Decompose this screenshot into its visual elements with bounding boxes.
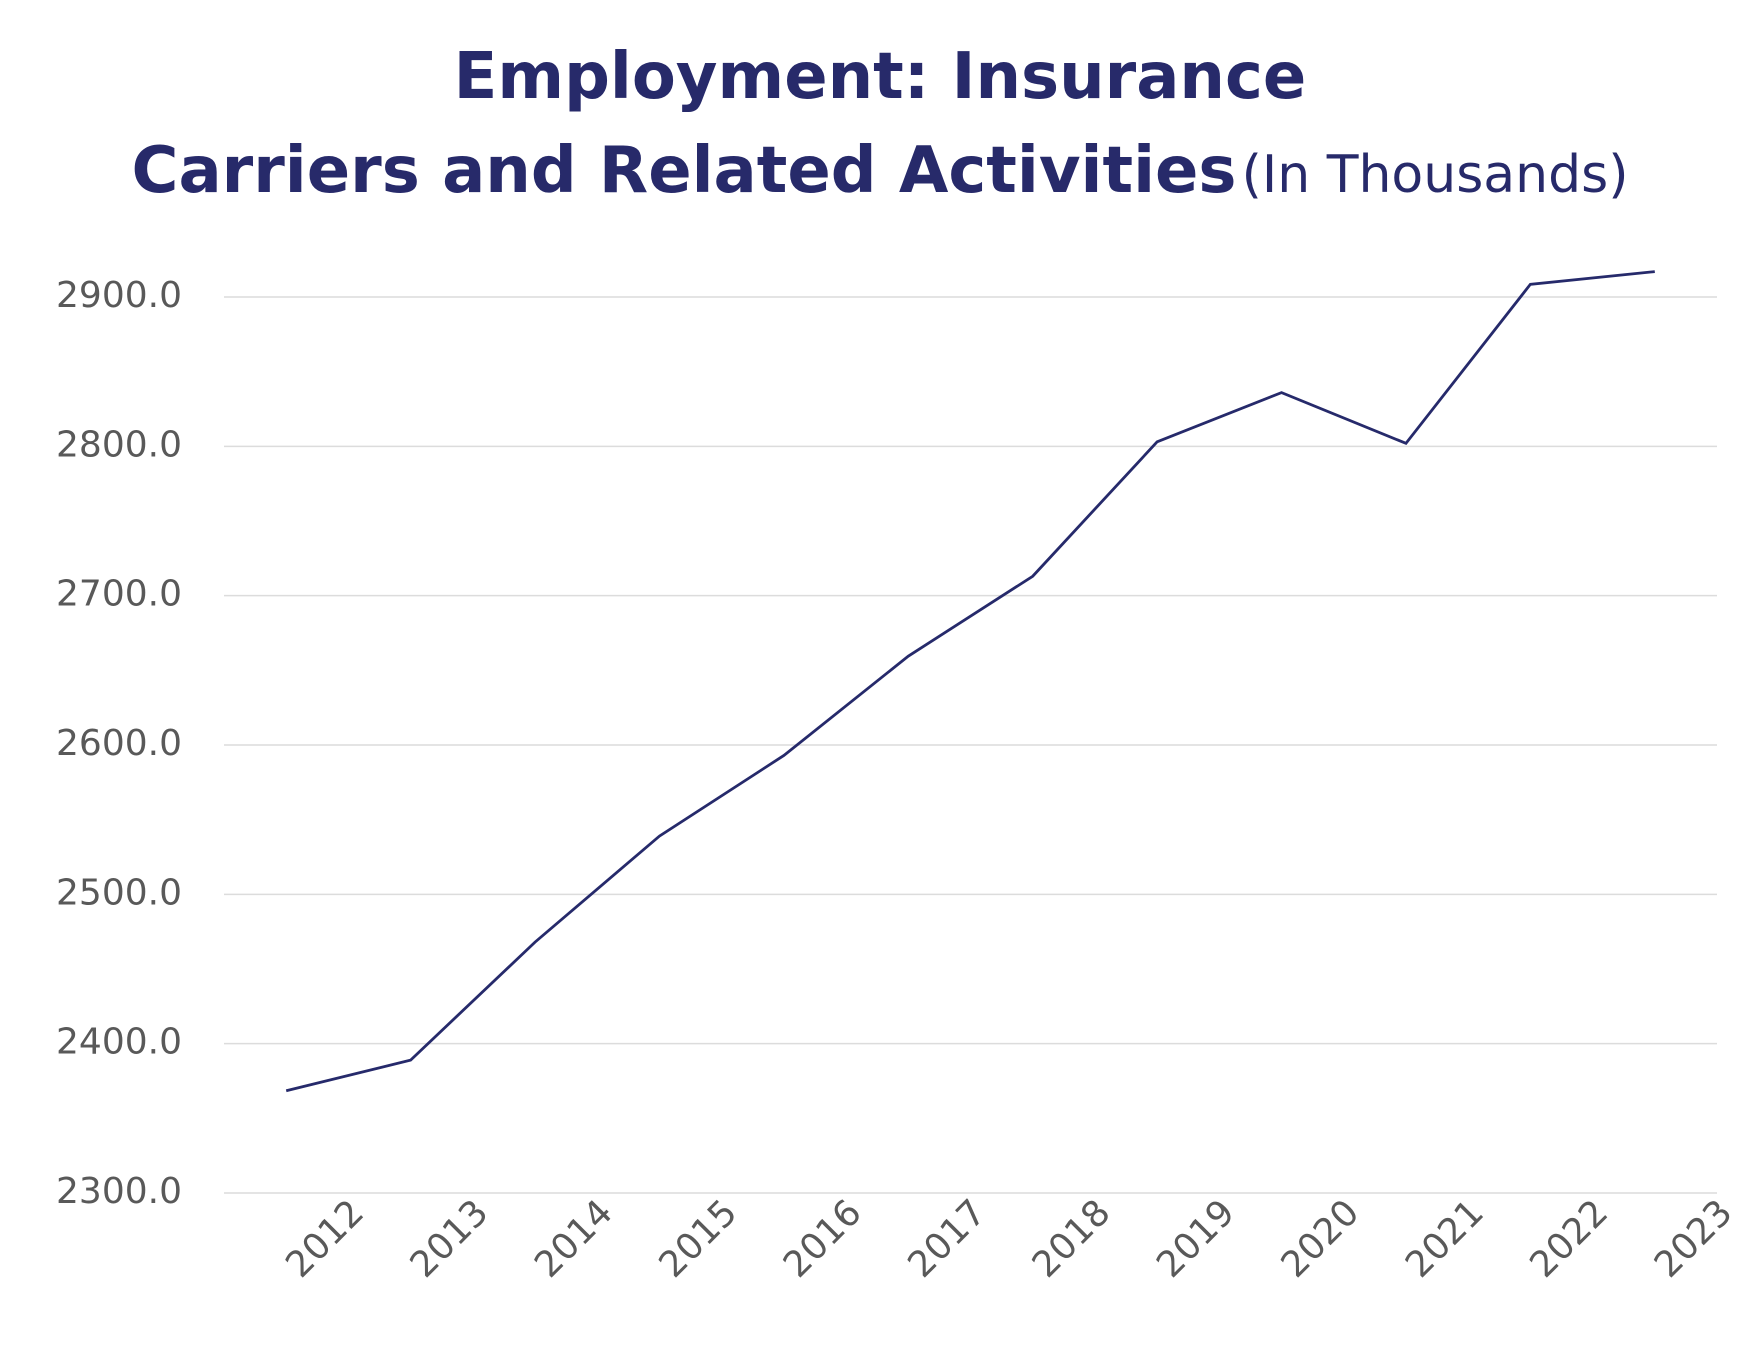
x-tick-label: 2013	[403, 1192, 497, 1286]
x-tick-label: 2019	[1149, 1192, 1243, 1286]
chart-title: Employment: Insurance Carriers and Relat…	[131, 40, 1307, 208]
x-tick-label: 2016	[776, 1192, 870, 1286]
y-tick-label: 2400.0	[56, 1022, 182, 1063]
x-tick-label: 2018	[1025, 1192, 1119, 1286]
x-tick-label: 2020	[1274, 1192, 1368, 1286]
x-tick-label: 2021	[1398, 1192, 1492, 1286]
y-tick-label: 2600.0	[56, 723, 182, 764]
chart-subtitle: (In Thousands)	[1241, 145, 1629, 205]
chart-title-block: Employment: Insurance Carriers and Relat…	[0, 38, 1760, 226]
x-tick-label: 2023	[1647, 1192, 1741, 1286]
x-tick-label: 2015	[652, 1192, 746, 1286]
x-tick-label: 2014	[527, 1192, 621, 1286]
y-tick-label: 2700.0	[56, 574, 182, 615]
y-tick-label: 2800.0	[56, 424, 182, 465]
y-tick-label: 2500.0	[56, 872, 182, 913]
x-tick-label: 2017	[900, 1192, 994, 1286]
data-line	[285, 270, 1655, 1093]
y-tick-label: 2300.0	[56, 1171, 182, 1212]
x-tick-label: 2012	[278, 1192, 372, 1286]
x-tick-label: 2022	[1522, 1192, 1616, 1286]
y-tick-label: 2900.0	[56, 275, 182, 316]
